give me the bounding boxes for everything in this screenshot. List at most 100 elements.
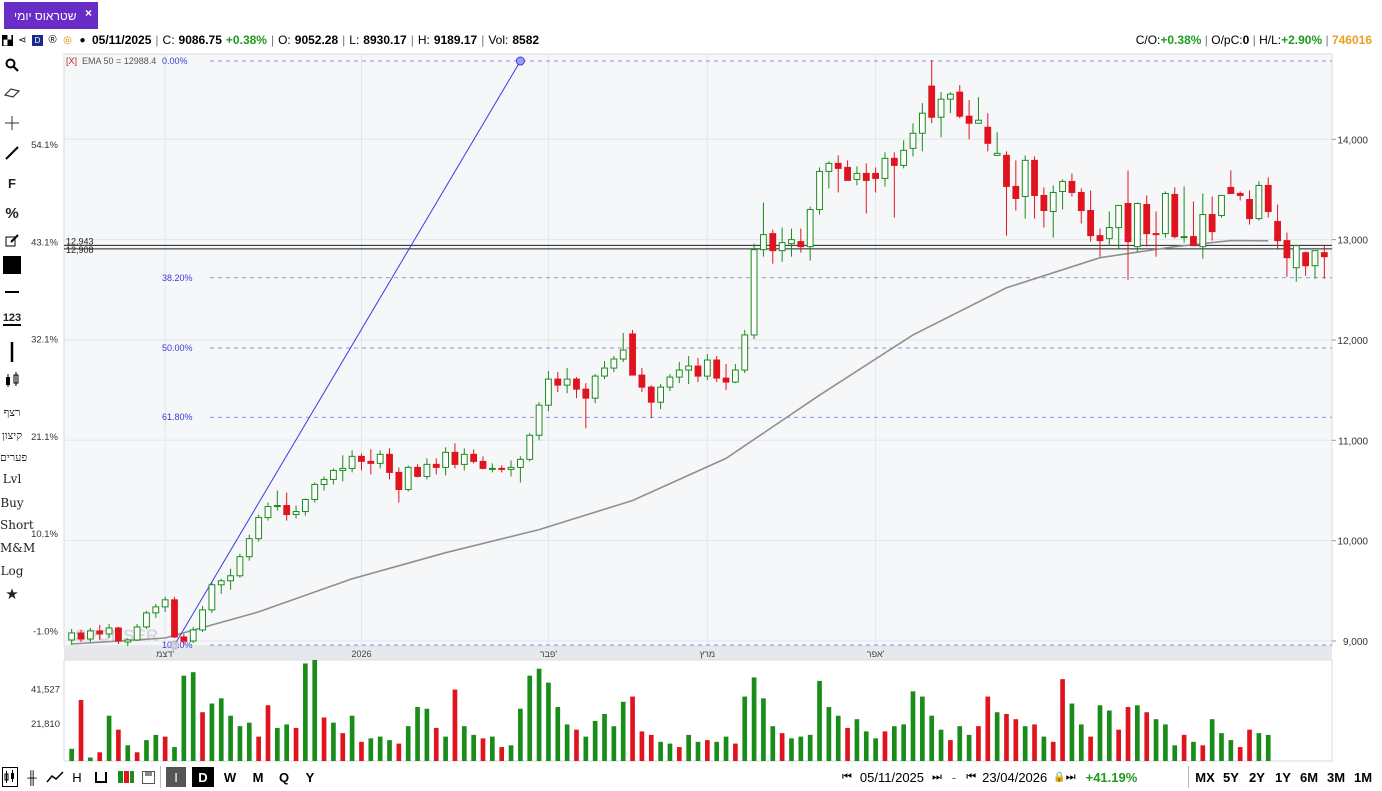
volume-bar bbox=[1097, 705, 1103, 761]
line-chart-icon[interactable] bbox=[44, 767, 66, 787]
candle bbox=[460, 448, 468, 471]
line-icon[interactable] bbox=[0, 146, 24, 163]
from-date[interactable]: 05/11/2025 bbox=[859, 769, 925, 785]
candle-body bbox=[1152, 233, 1160, 236]
opc-label: O/pC: bbox=[1211, 33, 1243, 47]
edit-icon[interactable] bbox=[0, 234, 24, 251]
fib-icon[interactable]: F bbox=[8, 176, 16, 191]
candle bbox=[731, 364, 739, 384]
chart-type-icon[interactable]: ▞ bbox=[2, 34, 13, 46]
candle-body bbox=[573, 378, 580, 390]
volume-bar bbox=[994, 712, 1000, 761]
co-value: +0.38% bbox=[1160, 33, 1202, 47]
candle bbox=[451, 443, 459, 469]
candle bbox=[1292, 245, 1300, 282]
candle bbox=[1218, 194, 1225, 218]
candle-body bbox=[601, 367, 608, 377]
bars-icon[interactable]: ╫ bbox=[27, 769, 37, 785]
volume-bar bbox=[368, 738, 374, 761]
price-pane[interactable]: 14,000 13,000 12,000 11,000 10,000 9,000 54.1%… bbox=[31, 53, 1368, 660]
candle-body bbox=[778, 242, 786, 252]
range-2y[interactable]: 2Y bbox=[1249, 769, 1265, 785]
pct-tick-label: 10.1% bbox=[31, 529, 58, 540]
candle-body bbox=[404, 466, 412, 490]
toolbar-item-gaps[interactable]: פערים bbox=[0, 451, 28, 464]
toolbar-item-seq[interactable]: רצף bbox=[3, 406, 21, 419]
first-icon-2[interactable]: ⏮ bbox=[966, 770, 977, 783]
range-6m[interactable]: 6M bbox=[1299, 769, 1319, 785]
volume-bar bbox=[910, 691, 916, 761]
volume-bar bbox=[490, 736, 495, 761]
percent-icon[interactable]: % bbox=[5, 205, 19, 222]
candle-body bbox=[273, 505, 281, 508]
chart-tab[interactable]: שטראוס יומי × bbox=[4, 2, 98, 29]
last-icon[interactable]: ⏭ bbox=[932, 770, 942, 783]
plot-area bbox=[63, 53, 1333, 647]
volume-bar bbox=[377, 736, 383, 761]
timeframe-quarterly[interactable]: Q bbox=[278, 769, 290, 785]
price-chart[interactable]: 14,000 13,000 12,000 11,000 10,000 9,000 54.1%… bbox=[0, 50, 1382, 763]
range-1m[interactable]: 1M bbox=[1353, 769, 1373, 785]
volume-bar bbox=[817, 680, 822, 761]
range-3m[interactable]: 3M bbox=[1326, 769, 1346, 785]
candle bbox=[171, 596, 178, 638]
range-max[interactable]: MX bbox=[1195, 769, 1215, 785]
color-icon[interactable] bbox=[0, 256, 24, 274]
doc-icon[interactable]: D bbox=[32, 34, 43, 46]
hollow-icon[interactable] bbox=[92, 767, 110, 787]
share-icon[interactable]: ⋖ bbox=[18, 34, 27, 46]
candle bbox=[900, 140, 908, 169]
comment-icon[interactable]: ● bbox=[79, 34, 86, 46]
hline-icon[interactable] bbox=[0, 284, 24, 300]
timeframe-daily[interactable]: D bbox=[192, 767, 214, 787]
last-icon-2[interactable]: ⏭ bbox=[1065, 770, 1076, 783]
toolbar-item-lvl[interactable]: Lvl bbox=[2, 472, 22, 486]
candle-type-icon[interactable] bbox=[2, 767, 18, 787]
candle bbox=[1115, 205, 1123, 249]
candle-body bbox=[610, 358, 618, 369]
volume-bar bbox=[798, 736, 804, 761]
lock-icon[interactable]: 🔒 bbox=[1053, 771, 1066, 783]
candle bbox=[227, 568, 234, 590]
candle-body bbox=[1049, 191, 1057, 213]
volume-bar bbox=[1050, 741, 1056, 761]
pct-tick-label: 54.1% bbox=[31, 140, 58, 151]
range-5y[interactable]: 5Y bbox=[1223, 769, 1239, 785]
toolbar-item-buy[interactable]: Buy bbox=[0, 496, 24, 510]
timeframe-monthly[interactable]: M bbox=[252, 769, 264, 785]
search-icon[interactable] bbox=[0, 58, 24, 75]
close-icon[interactable]: × bbox=[84, 6, 92, 20]
first-icon[interactable]: ⏮ bbox=[842, 770, 852, 783]
candle bbox=[339, 455, 347, 482]
candles-icon[interactable] bbox=[0, 372, 24, 391]
volume-bar bbox=[256, 736, 261, 761]
eraser-icon[interactable] bbox=[0, 87, 24, 102]
vline-icon[interactable] bbox=[0, 342, 24, 365]
volume-bar bbox=[863, 731, 869, 761]
toolbar-item-extreme[interactable]: קיצון bbox=[1, 429, 23, 442]
chart-tab-label: שטראוס יומי bbox=[14, 8, 77, 23]
timeframe-weekly[interactable]: W bbox=[223, 769, 237, 785]
range-1y[interactable]: 1Y bbox=[1275, 769, 1291, 785]
timeframe-yearly[interactable]: Y bbox=[305, 769, 315, 785]
numbers-icon[interactable]: 123 bbox=[0, 312, 24, 326]
candle-body bbox=[386, 453, 393, 473]
target-icon[interactable]: ◎ bbox=[63, 34, 72, 46]
hlc-icon[interactable]: H bbox=[72, 769, 82, 785]
toolbar-item-log[interactable]: Log bbox=[0, 564, 24, 578]
timeframe-intraday[interactable]: I bbox=[166, 767, 186, 787]
star-icon[interactable]: ★ bbox=[5, 586, 19, 603]
candle bbox=[890, 152, 898, 218]
volume-bar bbox=[611, 726, 617, 761]
registered-icon[interactable]: ® bbox=[48, 33, 57, 46]
save-icon[interactable] bbox=[140, 767, 156, 787]
crosshair-icon[interactable] bbox=[0, 116, 24, 133]
trend-handle bbox=[515, 56, 525, 66]
candle bbox=[657, 384, 665, 410]
to-date[interactable]: 23/04/2026 bbox=[982, 769, 1048, 785]
volume-bar bbox=[676, 747, 682, 761]
candle bbox=[844, 160, 851, 181]
heikin-icon[interactable] bbox=[116, 767, 136, 787]
volume-bar bbox=[536, 668, 542, 761]
volume-bar bbox=[714, 741, 720, 761]
